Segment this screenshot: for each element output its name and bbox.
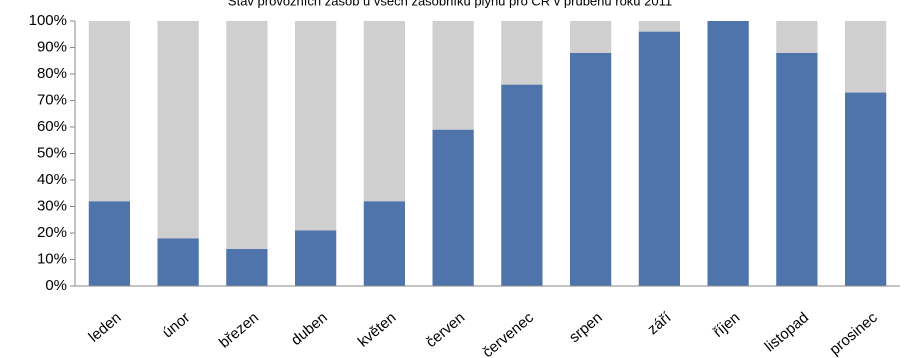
bar-segment [570,21,612,53]
bar-segment [363,21,405,202]
y-tick-label: 80% [37,65,67,82]
x-tick-label: leden [85,309,124,346]
y-tick-label: 0% [45,277,67,294]
chart-title: Stav provozních zásob u všech zásobníků … [228,0,672,8]
bar-segment [88,201,130,286]
y-tick-label: 30% [37,197,67,214]
bar-segment [638,21,680,32]
bar-segment [363,201,405,286]
bar-segment [501,84,543,286]
bar-segment [295,230,337,286]
y-tick-label: 20% [37,224,67,241]
bar-segment [157,21,199,239]
bar-segment [226,248,268,286]
bar-segment [157,238,199,286]
x-tick-label: červenec [479,309,537,358]
bar-segment [638,31,680,286]
y-tick-label: 90% [37,38,67,55]
x-tick-label: duben [288,309,331,349]
x-tick-label: červen [423,309,468,351]
y-tick-label: 100% [29,12,67,29]
bar-segment [845,92,887,286]
y-tick-label: 60% [37,118,67,135]
bar-segment [845,21,887,93]
bar-segment [432,129,474,286]
bar-segment [570,52,612,286]
y-tick-label: 70% [37,91,67,108]
x-tick-label: listopad [761,309,812,355]
y-tick-label: 50% [37,144,67,161]
x-tick-label: březen [216,309,262,352]
x-tick-label: říjen [710,309,743,341]
x-tick-label: únor [159,309,193,341]
bar-segment [432,21,474,130]
bar-segment [88,21,130,202]
x-tick-label: květen [355,309,400,350]
bar-segment [295,21,337,231]
x-tick-label: prosinec [826,309,881,358]
bar-segment [501,21,543,85]
bar-segment [776,21,818,53]
y-tick-label: 40% [37,171,67,188]
bar-segment [226,21,268,249]
bar-segment [776,52,818,286]
y-tick-label: 10% [37,250,67,267]
x-tick-label: srpen [566,309,606,346]
x-tick-label: září [644,309,675,339]
bar-segment [707,21,749,286]
